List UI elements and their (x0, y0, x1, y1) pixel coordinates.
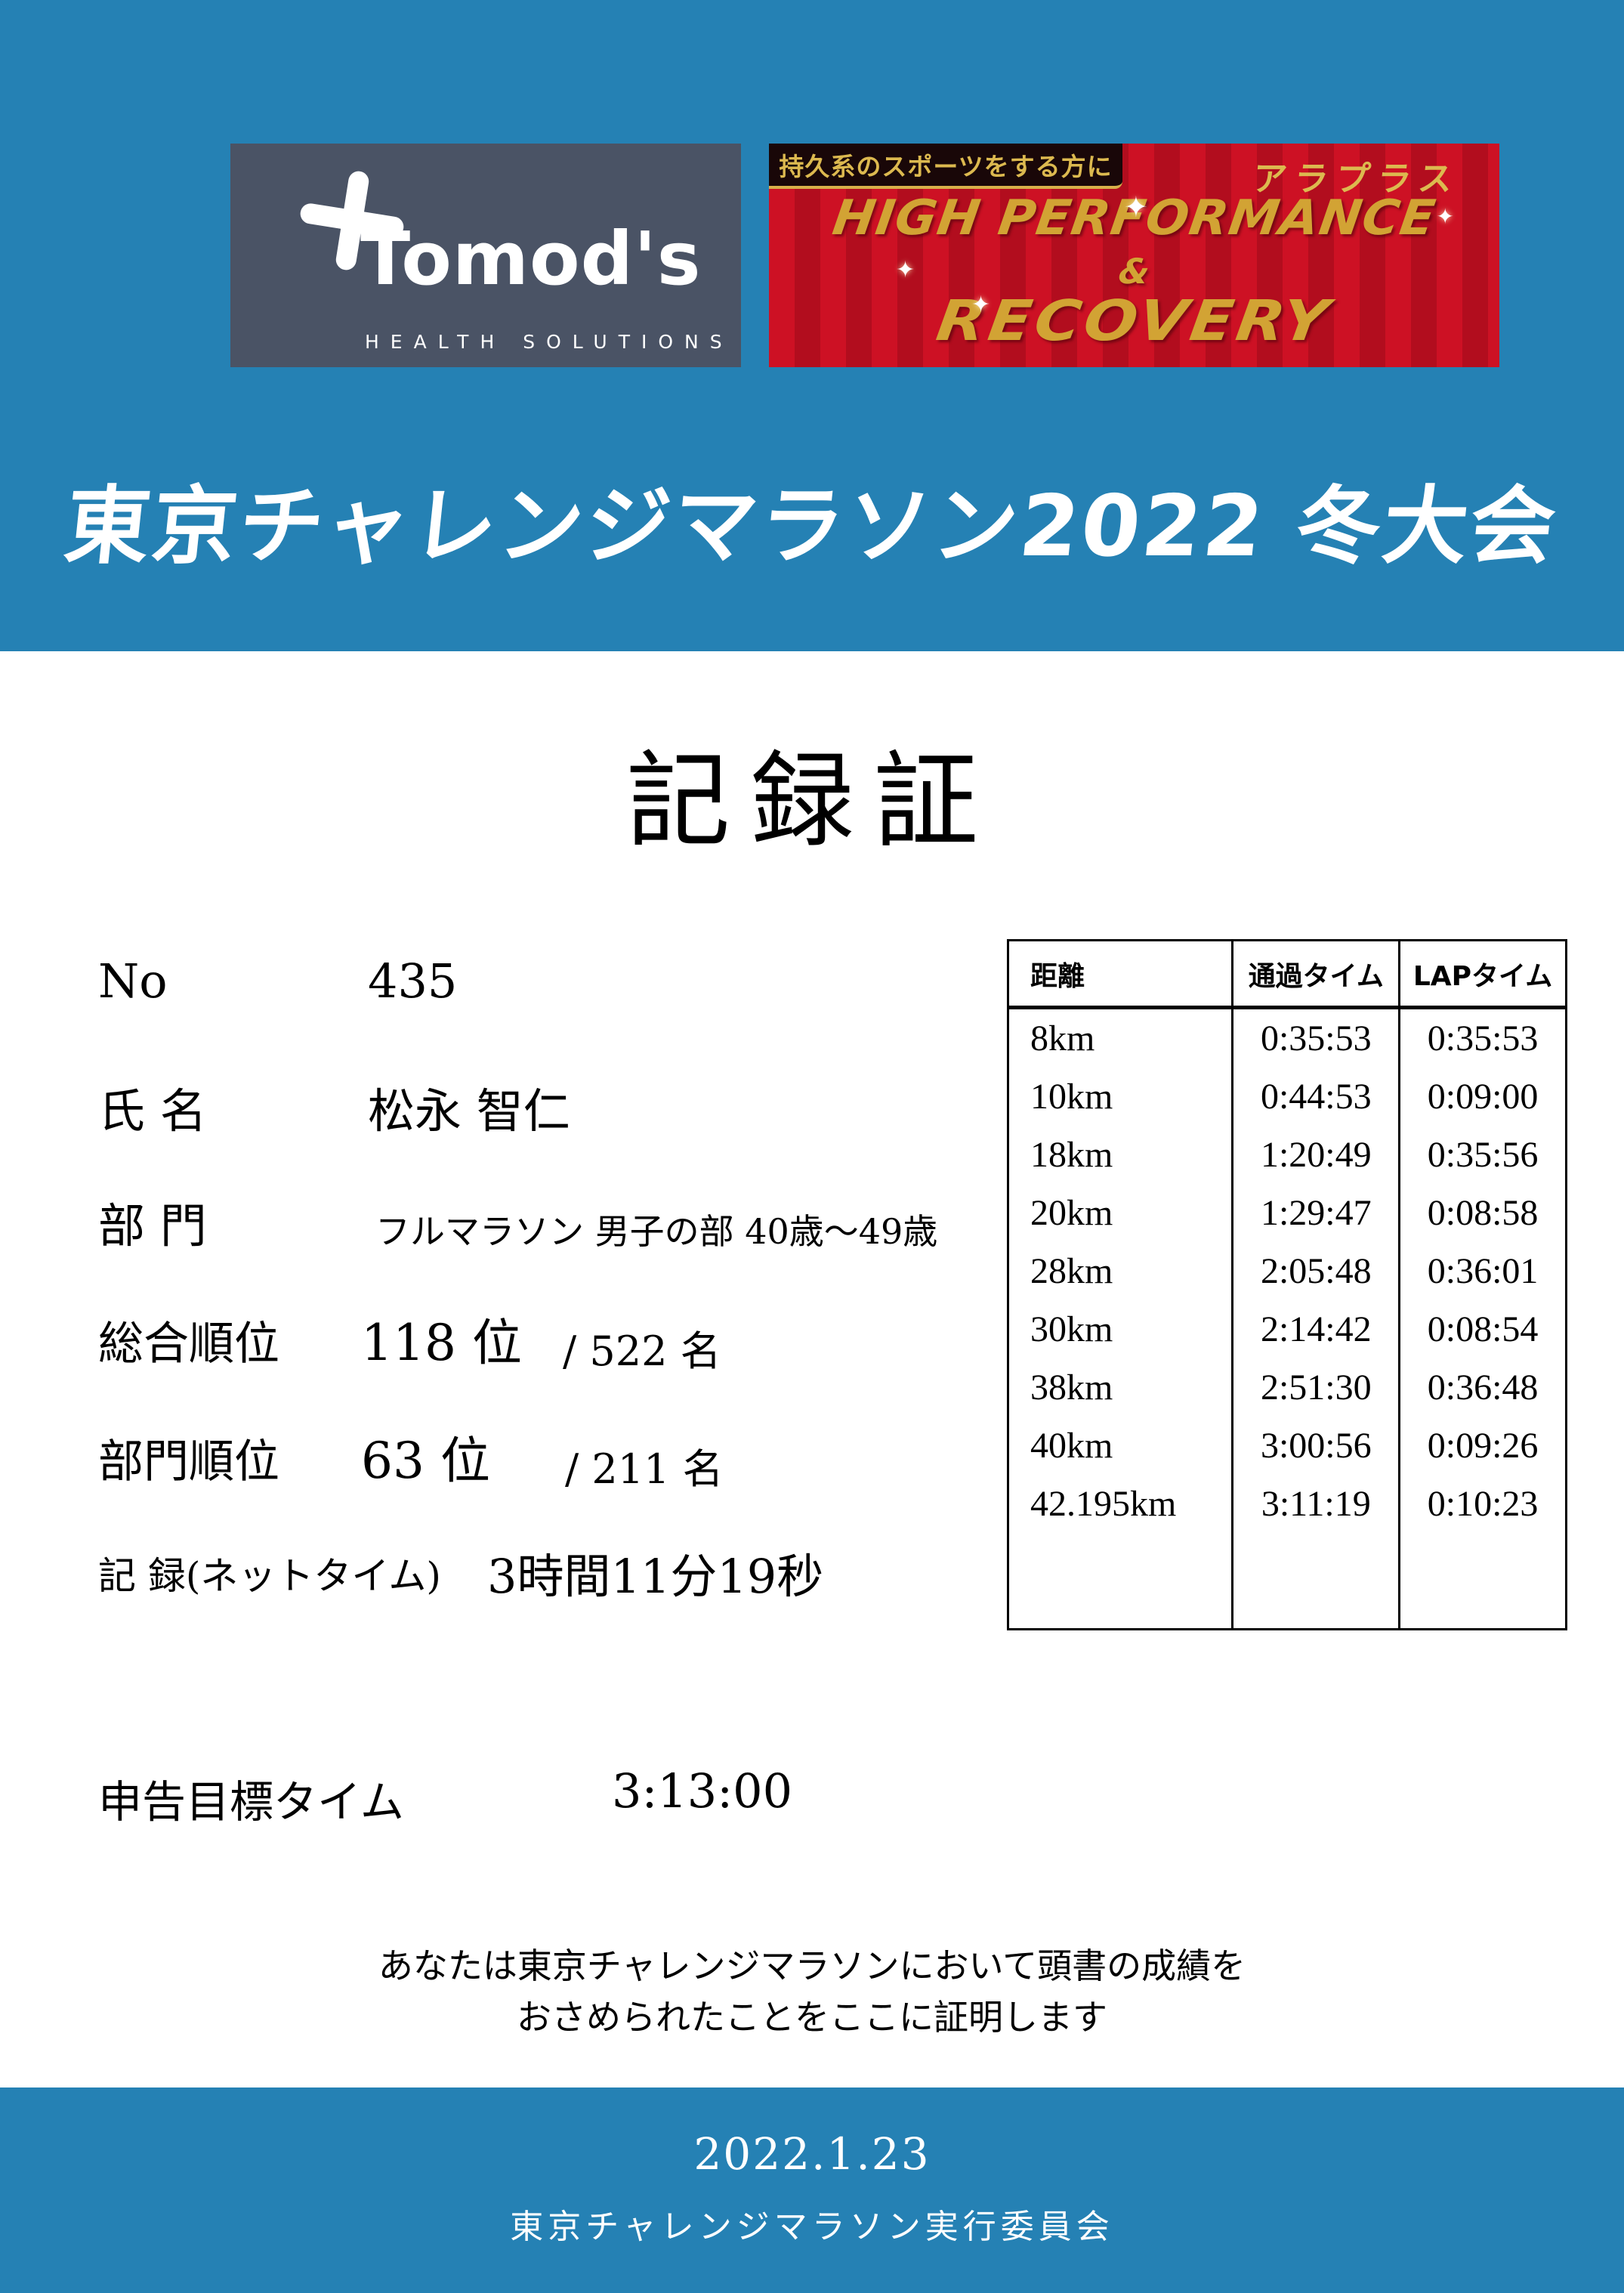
sparkle-icon: ✦ (1124, 190, 1148, 224)
split-lap-time-cell: 0:09:00 (1398, 1068, 1565, 1126)
split-pass-time-cell: 3:11:19 (1231, 1475, 1398, 1533)
no-value: 435 (368, 953, 458, 1009)
split-distance-cell: 38km (1030, 1367, 1113, 1408)
araplus-line2: RECOVERY (932, 289, 1336, 354)
split-lap-time-cell: 0:08:58 (1398, 1184, 1565, 1242)
no-label: No (98, 953, 168, 1009)
araplus-ampersand: & (1116, 251, 1153, 292)
split-pass-time-cell: 0:35:53 (1231, 1009, 1398, 1068)
splits-header-pass-time: 通過タイム (1231, 941, 1399, 1009)
split-distance-cell: 10km (1030, 1077, 1113, 1117)
split-pass-time-cell: 1:20:49 (1231, 1126, 1398, 1184)
split-pass-time-cell: 3:00:56 (1231, 1417, 1398, 1475)
certificate-heading: 記録証 (625, 740, 998, 862)
overall-rank-value: 118 位 (361, 1314, 522, 1372)
split-distance-cell: 42.195km (1030, 1484, 1177, 1524)
sparkle-icon: ✦ (896, 257, 915, 283)
header-band: Tomod's HEALTH SOLUTIONS 持久系のスポーツをする方に ア… (0, 0, 1624, 651)
division-rank-label: 部門順位 (98, 1435, 279, 1488)
splits-filler (1398, 1533, 1565, 1628)
split-distance-cell: 18km (1030, 1135, 1113, 1175)
organizer-name: 東京チャレンジマラソン実行委員会 (510, 2208, 1114, 2246)
division-rank-total: / 211 名 (565, 1445, 724, 1493)
araplus-tab: 持久系のスポーツをする方に (769, 144, 1122, 189)
split-lap-time-cell: 0:35:56 (1398, 1126, 1565, 1184)
target-time-value: 3:13:00 (612, 1763, 793, 1819)
split-distance-cell: 28km (1030, 1251, 1113, 1291)
sparkle-icon: ✦ (1436, 204, 1454, 229)
splits-table: 距離 通過タイム LAPタイム 8km 0:35:53 0:35:53 10km 0:4… (1007, 939, 1567, 1630)
split-lap-time-cell: 0:10:23 (1398, 1475, 1565, 1533)
splits-header-lap-time: LAPタイム (1398, 941, 1565, 1009)
tomods-tagline: HEALTH SOLUTIONS (365, 331, 733, 353)
division-rank-value: 63 位 (361, 1432, 490, 1490)
split-lap-time-cell: 0:09:26 (1398, 1417, 1565, 1475)
overall-rank-total: / 522 名 (563, 1327, 721, 1375)
araplus-tab-text: 持久系のスポーツをする方に (779, 152, 1113, 181)
event-title: 東京チャレンジマラソン2022 冬大会 (60, 477, 1563, 576)
split-distance-cell: 20km (1030, 1193, 1113, 1233)
araplus-banner: 持久系のスポーツをする方に アラプラス HIGH PERFORMANCE & R… (769, 144, 1499, 367)
event-date: 2022.1.23 (693, 2128, 931, 2180)
tomods-brand-text: Tomod's (360, 216, 702, 301)
split-lap-time-cell: 0:08:54 (1398, 1300, 1565, 1358)
tomods-logo: Tomod's HEALTH SOLUTIONS (230, 144, 741, 367)
footer-band: 2022.1.23 東京チャレンジマラソン実行委員会 (0, 2087, 1624, 2293)
record-value: 3時間11分19秒 (487, 1549, 824, 1604)
split-pass-time-cell: 1:29:47 (1231, 1184, 1398, 1242)
statement-line-1: あなたは東京チャレンジマラソンにおいて頭書の成績を (378, 1945, 1246, 1986)
split-pass-time-cell: 2:14:42 (1231, 1300, 1398, 1358)
overall-rank-label: 総合順位 (98, 1318, 279, 1371)
split-pass-time-cell: 0:44:53 (1231, 1068, 1398, 1126)
split-pass-time-cell: 2:51:30 (1231, 1358, 1398, 1417)
splits-filler (1231, 1533, 1398, 1628)
record-label: 記 録(ネットタイム) (98, 1554, 441, 1598)
splits-header-distance: 距離 (1009, 941, 1232, 1009)
splits-filler (1009, 1533, 1231, 1628)
division-label: 部 門 (98, 1198, 207, 1253)
split-lap-time-cell: 0:35:53 (1398, 1009, 1565, 1068)
split-distance-cell: 30km (1030, 1309, 1113, 1349)
division-value: フルマラソン 男子の部 40歳～49歳 (375, 1211, 938, 1252)
target-time-label: 申告目標タイム (98, 1776, 404, 1828)
name-value: 松永 智仁 (368, 1083, 570, 1139)
split-lap-time-cell: 0:36:48 (1398, 1358, 1565, 1417)
split-lap-time-cell: 0:36:01 (1398, 1242, 1565, 1300)
split-distance-cell: 40km (1030, 1426, 1113, 1466)
name-label: 氏 名 (98, 1083, 207, 1139)
statement-line-2: おさめられたことをここに証明します (517, 1997, 1107, 2038)
split-distance-cell: 8km (1030, 1018, 1095, 1058)
split-pass-time-cell: 2:05:48 (1231, 1242, 1398, 1300)
sparkle-icon: ✦ (971, 292, 991, 318)
